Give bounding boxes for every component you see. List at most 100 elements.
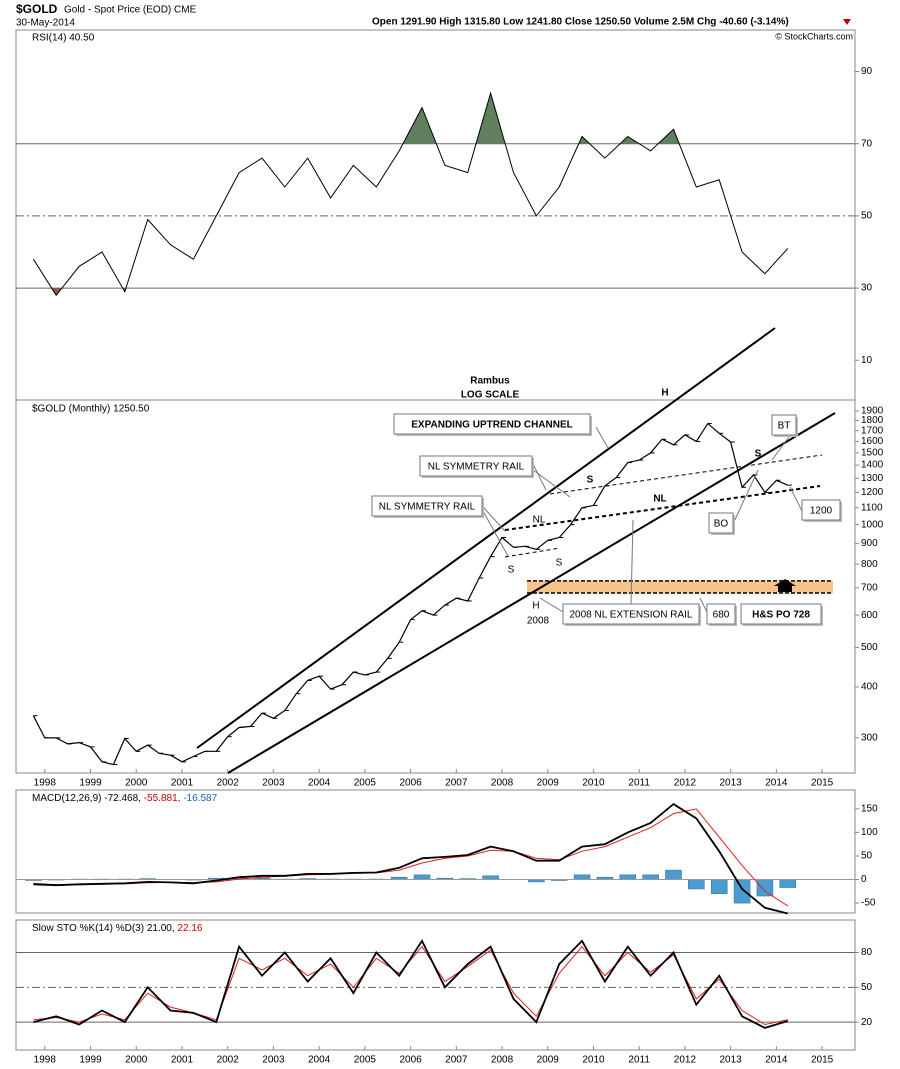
x-tick-label: 2005 [354,1055,377,1066]
x-tick-label: 2001 [171,1055,194,1066]
y-tick-label: 600 [861,610,878,621]
x-tick-label: 1999 [79,1055,102,1066]
x-tick-label: 2009 [537,1055,560,1066]
instrument-name: Gold - Spot Price (EOD) CME [64,5,197,16]
symbol: $GOLD [16,2,58,16]
y-tick-label: 1400 [861,460,884,471]
panel-frame [15,399,856,774]
rsi-fill [33,93,788,144]
panel-title: MACD(12,26,9) -72.468, -55.881, -16.587 [32,793,218,804]
annotation: 2008 [527,616,550,627]
callout-box [801,499,841,521]
callout-pointer [532,469,571,498]
y-tick-label: 90 [861,66,873,77]
series-line [32,422,789,766]
y-tick-label: -50 [861,898,876,909]
annotation: NL [533,515,546,526]
y-tick-label: 1700 [861,425,884,436]
down-arrow [843,19,851,25]
x-tick-label: 2006 [399,1055,422,1066]
y-tick-label: 700 [861,582,878,593]
y-tick-label: 1800 [861,415,884,426]
y-tick-label: 800 [861,559,878,570]
title-part: MACD(12,26,9) -72.468, [32,793,141,804]
date: 30-May-2014 [16,18,75,29]
trend-line [196,327,776,749]
annotation: S [556,558,563,569]
y-tick-label: 50 [861,851,873,862]
y-tick-label: 100 [861,827,878,838]
histogram-bar [756,879,774,897]
trend-line [504,485,821,531]
title-part: -55.881, [141,793,180,804]
callout-box [419,455,533,477]
x-tick-label: 2001 [171,778,194,789]
histogram-bar [619,874,637,880]
x-tick-label: 2008 [491,1055,514,1066]
panel-title: RSI(14) 40.50 [32,33,95,44]
annotation: BO [714,519,729,530]
histogram-bar [482,875,499,880]
histogram-bar [733,879,751,904]
title-part: Slow STO %K(14) %D(3) 21.00, [32,923,175,934]
histogram-bar [642,874,659,880]
callout-box [393,413,591,435]
x-tick-label: 2011 [628,1055,650,1066]
x-tick-label: 2005 [354,778,377,789]
x-tick-label: 2014 [765,1055,788,1066]
y-tick-label: 400 [861,682,878,693]
y-tick-label: 1000 [861,519,884,530]
series-line [33,802,789,915]
x-tick-label: 2012 [674,1055,697,1066]
y-tick-label: 300 [861,733,878,744]
quote: Open 1291.90 High 1315.80 Low 1241.80 Cl… [372,17,789,28]
histogram-bar [665,869,682,880]
histogram-bar [688,879,705,890]
y-tick-label: 1500 [861,448,884,459]
x-tick-label: 2003 [262,1055,285,1066]
copyright: © StockCharts.com [775,31,853,41]
trend-line [504,547,561,558]
y-tick-label: 10 [861,355,873,366]
target-zone [527,580,833,593]
y-tick-label: 500 [861,642,878,653]
x-tick-label: 1998 [34,778,57,789]
x-tick-label: 1998 [34,1055,57,1066]
annotation: BT [778,421,791,432]
x-tick-label: 2008 [491,778,514,789]
x-tick-label: 2011 [628,778,650,789]
callout-pointer [532,463,547,491]
annotation: NL [653,494,666,505]
y-tick-label: 0 [861,874,867,885]
x-tick-label: 2007 [445,1055,468,1066]
y-tick-label: 1100 [861,502,883,513]
annotation: Rambus [470,376,510,387]
callout-pointer [732,469,759,525]
x-tick-label: 2000 [125,778,148,789]
series-line [33,808,789,907]
x-tick-label: 2013 [720,1055,743,1066]
histogram-bar [413,874,431,880]
x-tick-label: 2015 [811,1055,834,1066]
histogram-bar [573,874,591,880]
annotation: H [661,388,668,399]
panel-frame [15,919,856,1051]
callout-box [708,512,734,534]
callout-pointer [539,597,564,613]
annotation: LOG SCALE [461,390,520,401]
y-tick-label: 70 [861,138,873,149]
x-tick-label: 2015 [811,778,834,789]
target-arrow [774,579,796,592]
trend-line [549,454,823,495]
y-tick-label: 1200 [861,487,884,498]
x-tick-label: 2009 [537,778,560,789]
y-tick-label: 80 [861,947,873,958]
y-tick-label: 50 [861,982,873,993]
x-tick-label: 2007 [445,778,468,789]
panel-title: $GOLD (Monthly) 1250.50 [32,404,150,415]
panel-frame [15,29,856,401]
annotation: EXPANDING UPTREND CHANNEL [411,420,573,431]
annotation: 2008 NL EXTENSION RAIL [569,610,692,621]
trend-line [227,412,836,774]
title-part: 22.16 [175,923,203,934]
